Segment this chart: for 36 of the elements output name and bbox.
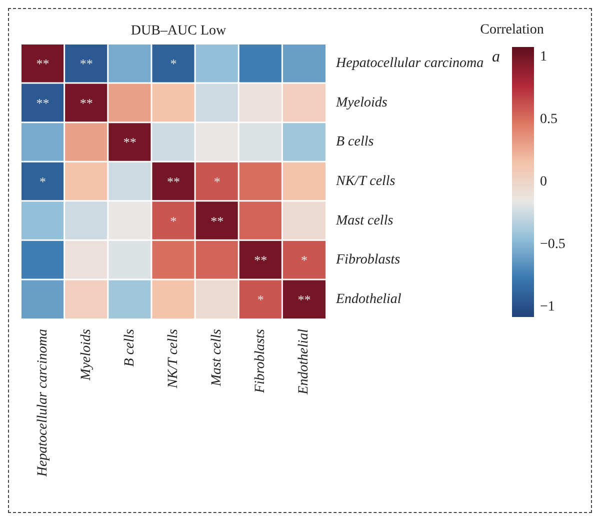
data-label: * <box>300 252 308 268</box>
x-tick-label: B cells <box>122 328 138 367</box>
y-tick-label: B cells <box>336 134 374 150</box>
data-label: ** <box>36 95 50 110</box>
data-label: * <box>214 174 220 189</box>
x-tick-label: Fibroblasts <box>253 328 268 394</box>
y-tick-label: Mast cells <box>335 213 394 228</box>
data-label: ** <box>80 95 93 110</box>
x-tick-label: Hepatocellular carcinoma <box>35 329 50 478</box>
x-tick-label: Mast cells <box>210 328 225 388</box>
y-tick-label: NK/T cells <box>335 174 396 189</box>
data-label: ** <box>167 174 180 189</box>
x-tick-label: NK/T cells <box>166 328 181 390</box>
data-label: ** <box>210 213 224 228</box>
text: a <box>492 48 500 66</box>
y-tick-label: Endothelial <box>335 292 402 307</box>
y-tick-label: Fibroblasts <box>335 252 401 268</box>
data-label: * <box>170 56 177 72</box>
color-bar-title: Correlation <box>480 22 544 38</box>
data-label: ** <box>80 56 93 72</box>
data-label: ** <box>36 56 50 72</box>
data-label: ** <box>298 292 311 307</box>
y-tick-label: Hepatocellular carcinoma <box>335 56 484 72</box>
data-label: ** <box>254 252 268 268</box>
x-tick-label: Myeloids <box>78 328 94 382</box>
data-label: * <box>170 213 177 228</box>
color-bar-label: −0.5 <box>540 237 566 252</box>
data-label: * <box>257 292 264 307</box>
color-bar-label: 1 <box>540 50 547 64</box>
color-bar-label: −1 <box>540 300 555 314</box>
data-label: * <box>40 174 46 189</box>
color-bar-label: 0.5 <box>540 112 558 127</box>
color-bar-label: 0 <box>540 174 547 190</box>
chart-title: DUB–AUC Low <box>130 24 228 38</box>
data-label: ** <box>123 134 136 150</box>
y-tick-label: Myeloids <box>335 95 388 110</box>
